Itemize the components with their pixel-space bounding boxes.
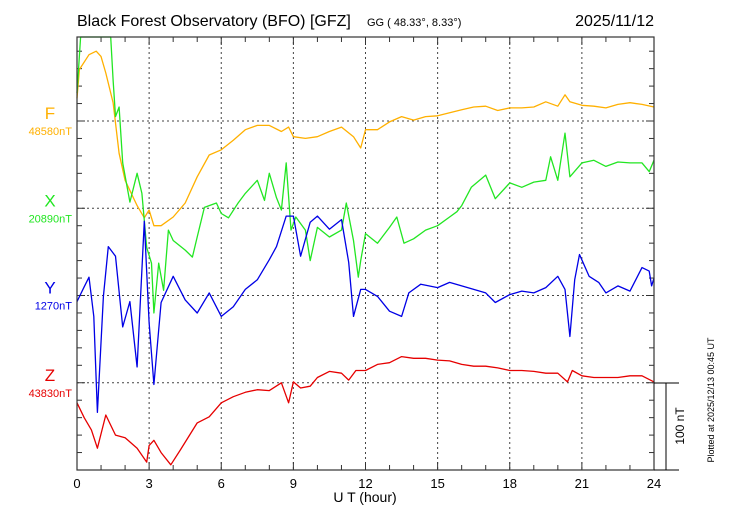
x-tick-label: 21 xyxy=(575,476,589,491)
series-line-f xyxy=(76,50,655,227)
x-tick-label: 6 xyxy=(218,476,225,491)
x-tick-label: 0 xyxy=(73,476,80,491)
x-tick-label: 12 xyxy=(358,476,372,491)
series-line-y xyxy=(76,215,655,414)
x-tick-label: 24 xyxy=(647,476,661,491)
x-tick-label: 3 xyxy=(146,476,153,491)
series-baseline-z: 43830nT xyxy=(29,388,73,400)
series-baseline-y: 1270nT xyxy=(35,301,73,313)
series-lines xyxy=(76,36,655,466)
x-tick-labels: 0 3 6 9 12 15 18 21 24 xyxy=(73,476,661,491)
station-coords: GG ( 48.33°, 8.33°) xyxy=(367,17,461,29)
plot-frame xyxy=(76,36,655,471)
scale-bar: 100 nT xyxy=(654,382,687,471)
series-name-z: Z xyxy=(45,366,55,385)
x-axis-label: U T (hour) xyxy=(333,489,396,505)
chart-date: 2025/11/12 xyxy=(575,13,654,30)
series-name-y: Y xyxy=(44,279,55,298)
series-line-x xyxy=(76,36,655,314)
series-name-f: F xyxy=(45,104,55,123)
scale-bar-label: 100 nT xyxy=(673,407,687,445)
series-baseline-f: 48580nT xyxy=(29,126,73,138)
chart-title: Black Forest Observatory (BFO) [GFZ] xyxy=(77,13,351,30)
series-baseline-x: 20890nT xyxy=(29,213,73,225)
axis-ticks xyxy=(76,37,655,471)
x-tick-label: 15 xyxy=(430,476,444,491)
x-tick-label: 9 xyxy=(290,476,297,491)
series-labels: F 48580nT X 20890nT Y 1270nT Z 43830nT xyxy=(29,104,73,400)
grid-lines xyxy=(77,37,654,470)
x-tick-label: 18 xyxy=(503,476,517,491)
plotted-timestamp: Plotted at 2025/12/13 00:45 UT xyxy=(706,337,716,463)
series-line-z xyxy=(76,355,655,466)
series-name-x: X xyxy=(44,191,55,210)
